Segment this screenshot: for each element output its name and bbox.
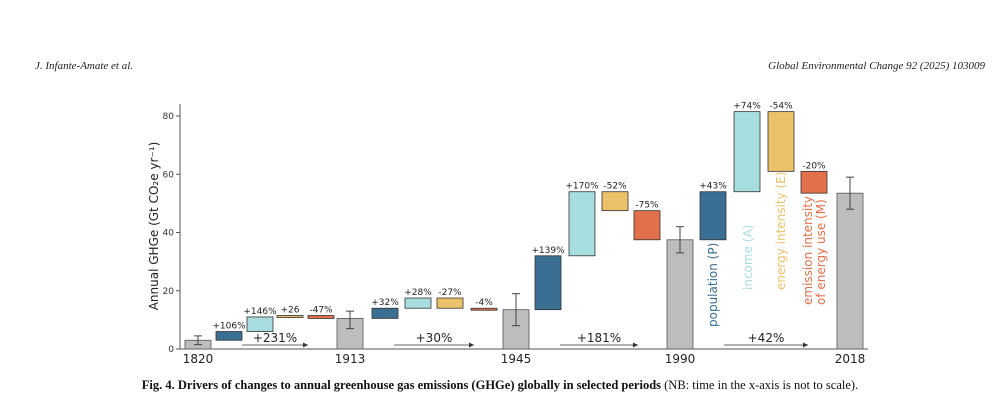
data-label: -20% <box>802 161 826 171</box>
data-label: +146% <box>243 307 277 317</box>
header-authors: J. Infante-Amate et al. <box>35 60 134 72</box>
legend-income: income (A) <box>741 225 755 290</box>
data-label: -27% <box>438 288 462 298</box>
bar-total-2018 <box>836 192 864 350</box>
data-label: -47% <box>309 306 333 316</box>
data-label: +139% <box>531 246 565 256</box>
y-tick-label: 60 <box>163 170 175 180</box>
header-journal: Global Environmental Change 92 (2025) 10… <box>768 60 985 72</box>
waterfall-chart: 0 20 40 60 80 Annual GHGe (Gt CO₂e yr⁻¹) 1820 1… <box>147 102 868 366</box>
x-tick-label: 1990 <box>665 352 696 366</box>
bar-emission_intensity <box>307 315 335 319</box>
arrow-head <box>803 342 808 348</box>
growth-label: +181% <box>577 331 621 345</box>
bar-energy_intensity <box>601 191 629 212</box>
data-label: +43% <box>699 182 727 192</box>
growth-label: +30% <box>416 331 453 345</box>
y-tick-label: 20 <box>163 287 175 297</box>
x-tick-label: 1945 <box>501 352 532 366</box>
data-label: +74% <box>733 102 761 112</box>
bar-energy_intensity <box>276 315 304 318</box>
caption-title: Fig. 4. Drivers of changes to annual gre… <box>141 378 662 392</box>
bar-population <box>371 307 399 319</box>
legend-energy_intensity: energy intensity (E) <box>774 172 788 290</box>
bar-income <box>568 191 596 257</box>
data-label: +170% <box>565 182 599 192</box>
legend-population: population (P) <box>706 243 720 327</box>
bar-total-1990 <box>666 239 694 350</box>
data-label: +26 <box>281 306 300 316</box>
legend-line: emission intensity <box>801 196 815 305</box>
data-label: +106% <box>212 322 246 332</box>
bar-energy_intensity <box>767 111 795 172</box>
y-tick-label: 0 <box>168 345 174 355</box>
bar-emission_intensity <box>800 170 828 194</box>
arrow-head <box>303 342 308 348</box>
data-label: -4% <box>475 298 493 308</box>
x-tick-label: 2018 <box>835 352 866 366</box>
arrow-head <box>469 342 474 348</box>
data-label: +28% <box>404 288 432 298</box>
data-label: -75% <box>635 201 659 211</box>
arrow-head <box>633 342 638 348</box>
bar-energy_intensity <box>436 297 464 309</box>
legend-line: of energy use (M) <box>814 199 828 305</box>
bar-population <box>215 331 243 341</box>
data-label: +32% <box>371 298 399 308</box>
y-axis-label: Annual GHGe (Gt CO₂e yr⁻¹) <box>147 142 161 311</box>
y-tick-label: 40 <box>163 229 175 239</box>
legend-emission_intensity: emission intensityof energy use (M) <box>801 196 828 305</box>
growth-label: +231% <box>253 331 297 345</box>
caption-note: (NB: time in the x-axis is not to scale)… <box>664 378 859 392</box>
figure-caption: Fig. 4. Drivers of changes to annual gre… <box>0 378 1000 393</box>
bar-population <box>699 191 727 241</box>
data-label: -52% <box>603 182 627 192</box>
bar-income <box>733 111 761 193</box>
growth-label: +42% <box>748 331 785 345</box>
bar-population <box>534 255 562 311</box>
bar-income <box>404 297 432 309</box>
data-label: -54% <box>769 102 793 112</box>
y-tick-label: 80 <box>163 112 175 122</box>
bar-emission_intensity <box>633 210 661 241</box>
bar-income <box>246 316 274 332</box>
bar-emission_intensity <box>470 307 498 311</box>
x-tick-label: 1913 <box>335 352 366 366</box>
x-tick-label: 1820 <box>183 352 214 366</box>
